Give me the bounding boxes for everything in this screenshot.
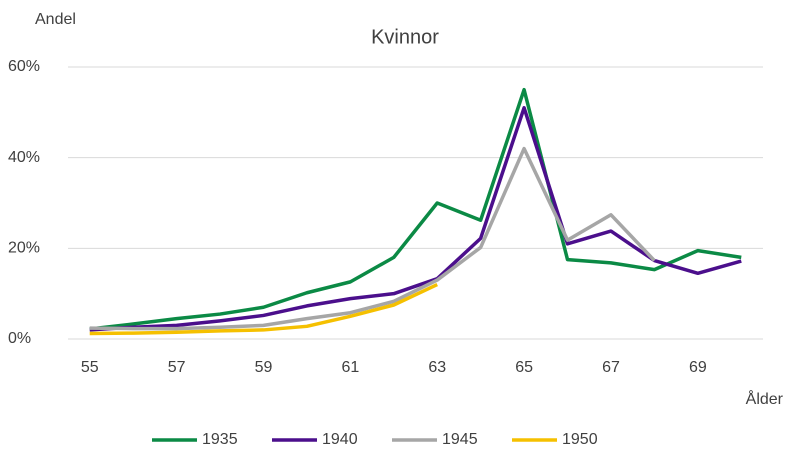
x-axis-title: Ålder: [746, 389, 784, 408]
x-tick-label: 69: [689, 359, 707, 376]
legend-label: 1935: [202, 431, 238, 448]
y-axis-title: Andel: [35, 11, 76, 28]
y-tick-label: 60%: [8, 58, 40, 75]
y-tick-label: 40%: [8, 149, 40, 166]
y-tick-label: 20%: [8, 240, 40, 257]
chart-title: Kvinnor: [371, 26, 439, 48]
series-line: [89, 283, 438, 336]
y-tick-label: 0%: [8, 330, 31, 347]
x-tick-label: 55: [81, 359, 99, 376]
legend-label: 1945: [442, 431, 478, 448]
x-tick-label: 57: [168, 359, 186, 376]
x-tick-label: 67: [602, 359, 620, 376]
series-line: [89, 146, 656, 331]
x-tick-label: 59: [255, 359, 273, 376]
series-line: [89, 87, 742, 331]
legend-label: 1950: [562, 431, 598, 448]
x-tick-label: 65: [515, 359, 533, 376]
x-tick-label: 61: [341, 359, 359, 376]
x-tick-label: 63: [428, 359, 446, 376]
legend-label: 1940: [322, 431, 358, 448]
series-line: [89, 106, 742, 332]
